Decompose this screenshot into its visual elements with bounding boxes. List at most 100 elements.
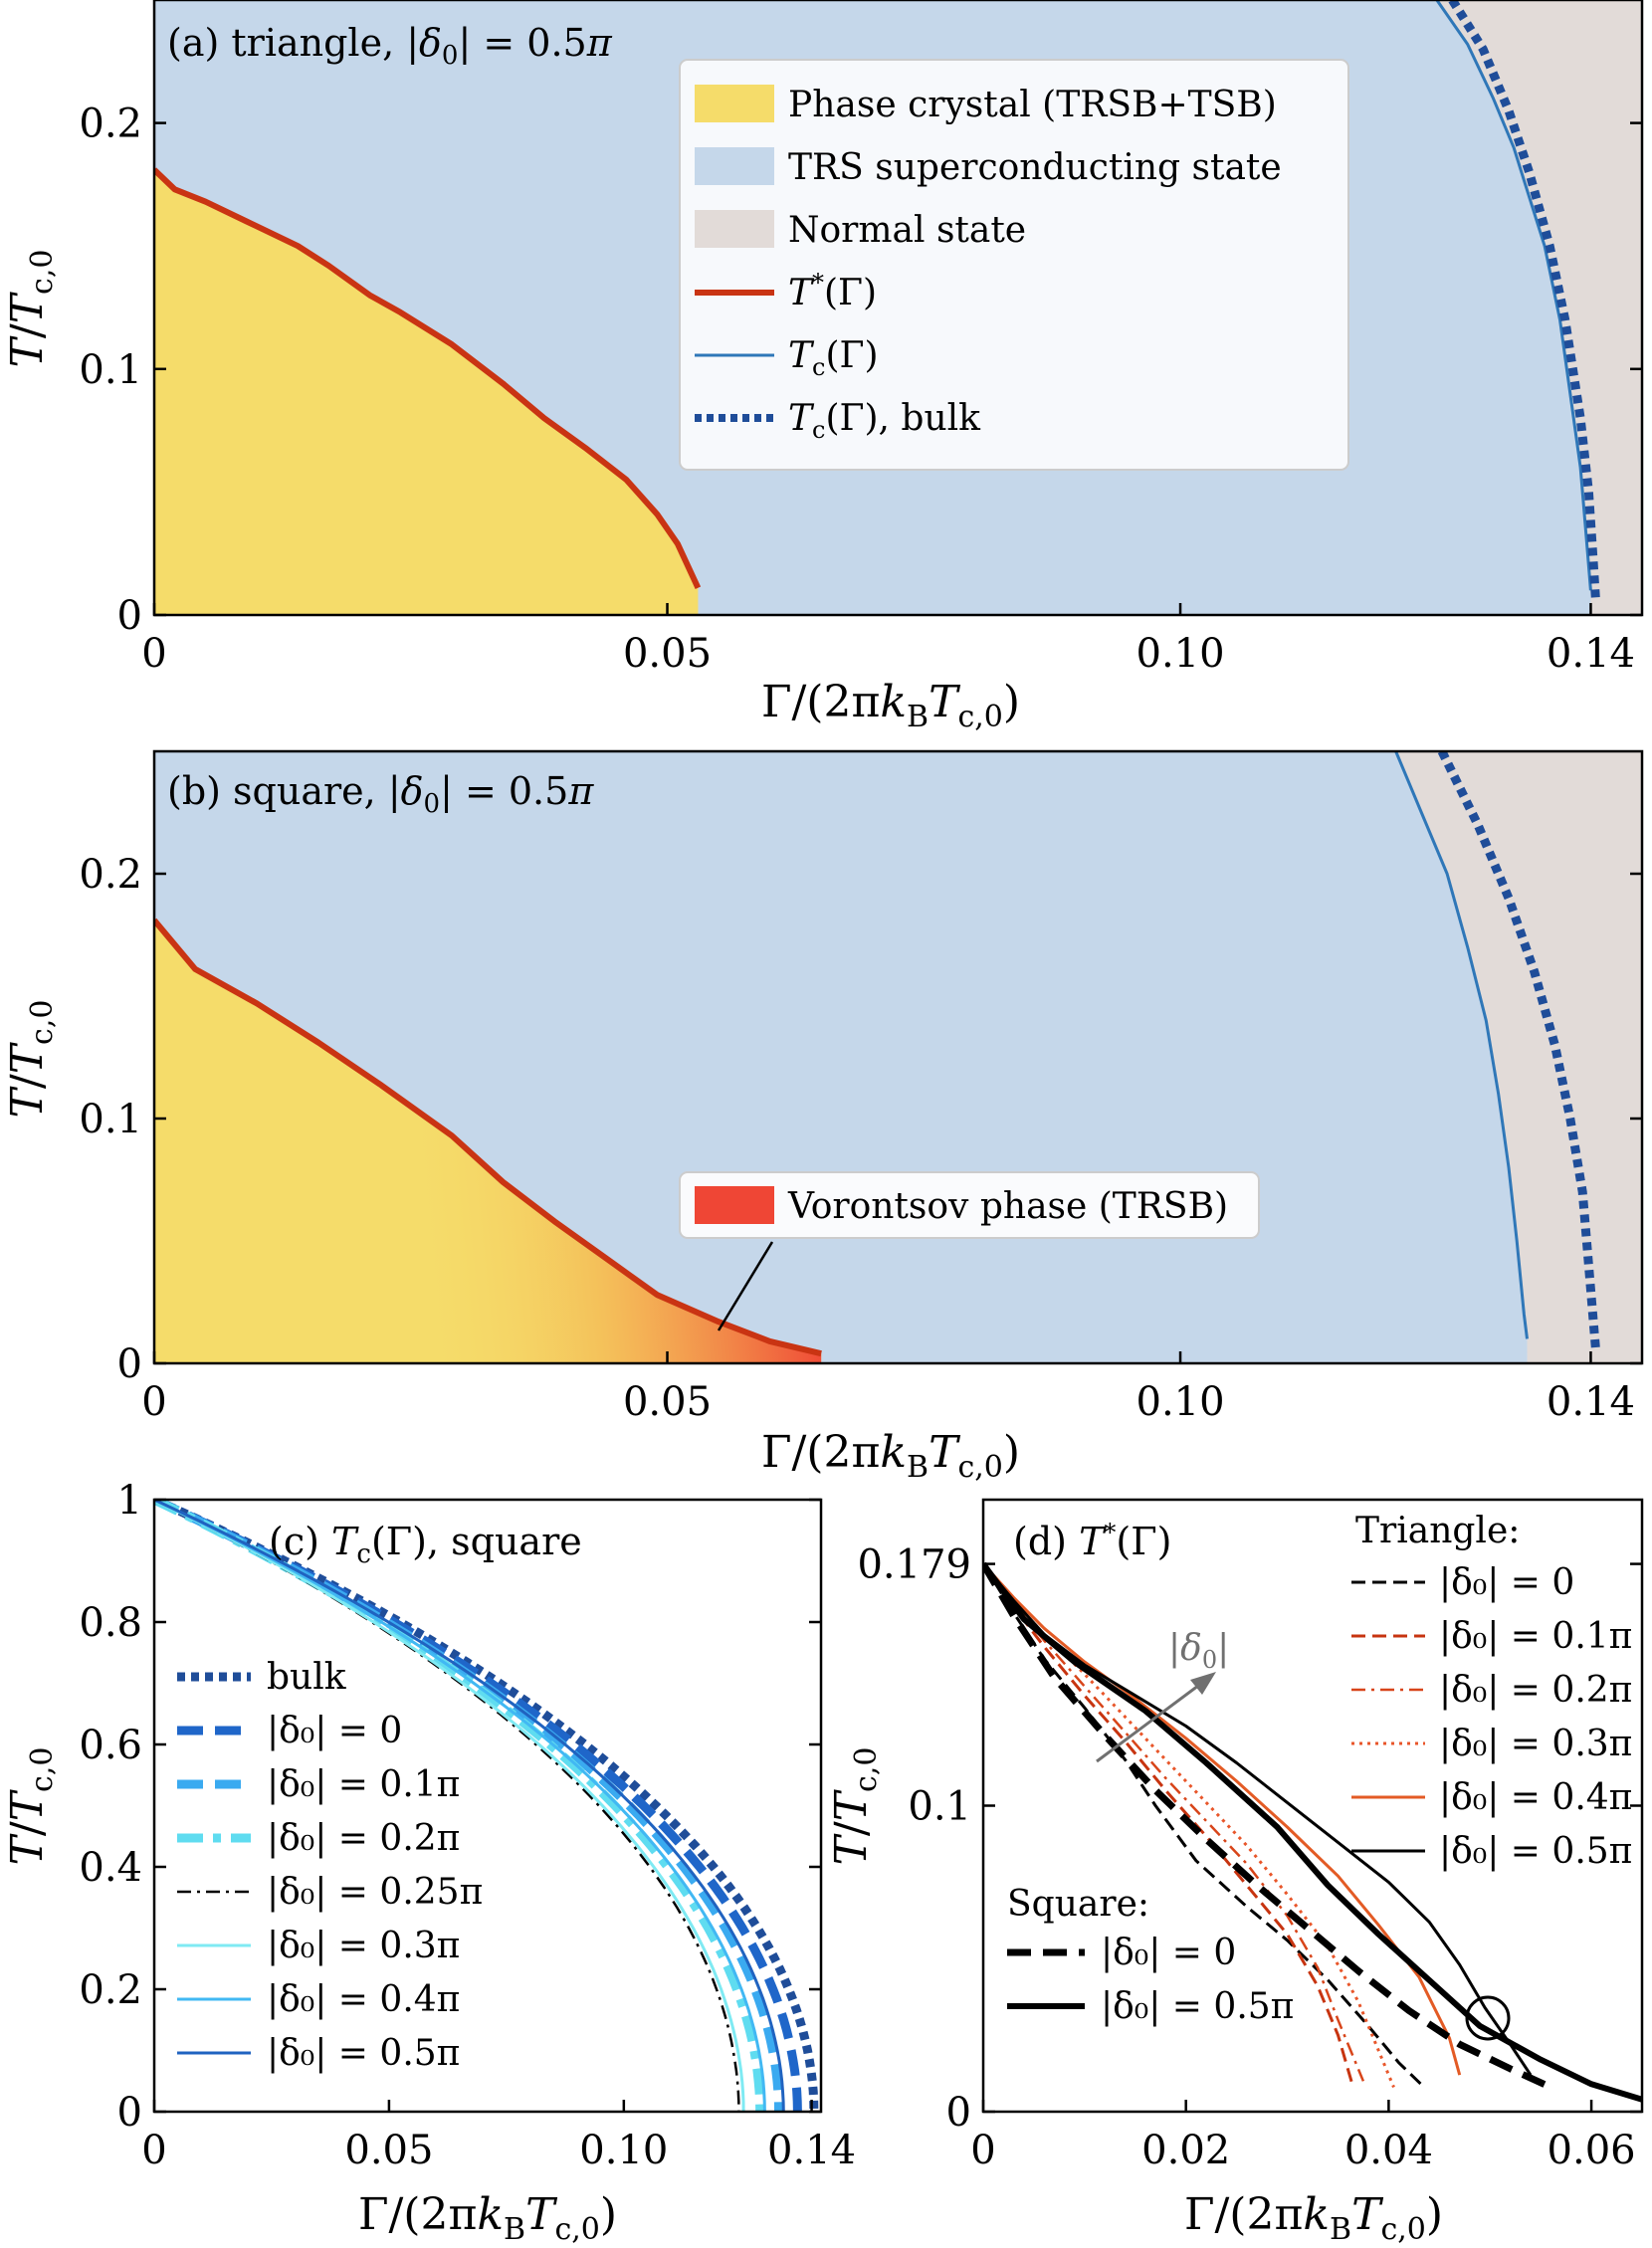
panel-d: 0 0.02 0.04 0.06 0 0.1 0.179 (d) T*(Γ) Triangl… — [826, 1498, 1644, 2247]
panel-b-xlabel: Γ/(2πkBTc,0) — [761, 1427, 1020, 1485]
legend-label-tc: Tc(Γ) — [788, 335, 879, 381]
panel-d-xlabel: Γ/(2πkBTc,0) — [1184, 2189, 1443, 2247]
x-tick-label: 0 — [141, 631, 166, 677]
y-tick-label: 0.1 — [79, 1097, 142, 1142]
vorontsov-pointer-line — [717, 1241, 774, 1331]
panel-d-plot-area — [983, 1500, 1642, 2112]
y-tick-label: 0 — [117, 1341, 142, 1387]
y-tick-label: 0.6 — [79, 1723, 142, 1768]
panel-d-frame — [981, 1498, 1644, 2114]
legend-header-triangle: Triangle: — [1355, 1511, 1520, 1551]
x-tick-label: 0 — [141, 1379, 166, 1425]
panel-b-legend: Vorontsov phase (TRSB) — [679, 1171, 1260, 1239]
x-tick-label: 0.06 — [1548, 2128, 1636, 2173]
legend-label-phase-crystal: Phase crystal (TRSB+TSB) — [788, 85, 1277, 125]
legend-label-tc-bulk: Tc(Γ), bulk — [788, 398, 981, 444]
legend-label: |δ₀| = 0.1π — [1439, 1616, 1632, 1657]
panel-b-tc-bulk-line — [1437, 751, 1601, 1352]
crossing-marker-circle — [1465, 1995, 1511, 2041]
tstar-curve — [983, 1562, 1355, 2088]
panel-a-xlabel: Γ/(2πkBTc,0) — [761, 677, 1020, 734]
x-tick-label: 0.10 — [1136, 1379, 1225, 1425]
legend-box — [679, 1171, 1260, 1239]
y-tick-label: 0.2 — [79, 1967, 142, 2013]
panel-a-legend: Phase crystal (TRSB+TSB) TRS superconduc… — [679, 59, 1349, 471]
panel-a-tstar-line — [154, 167, 702, 590]
x-tick-label: 0.14 — [767, 2128, 856, 2173]
x-tick-label: 0 — [141, 2128, 166, 2173]
x-tick-label: 0.05 — [623, 1379, 712, 1425]
legend-swatch-phase-crystal — [695, 85, 774, 122]
panel-a: 0 0.05 0.10 0.14 0 0.1 0.2 (a) triangle, |δ0| … — [2, 0, 1644, 734]
panel-b-ylabel: T/Tc,0 — [2, 1000, 60, 1119]
legend-label-vorontsov: Vorontsov phase (TRSB) — [787, 1186, 1228, 1227]
legend-label: |δ₀| = 0 — [1101, 1933, 1236, 1973]
y-tick-label: 0.1 — [79, 347, 142, 393]
panel-a-phase-crystal-region — [154, 169, 699, 615]
tstar-curve — [983, 1562, 1462, 2076]
tc-curve — [154, 1500, 785, 2112]
x-tick-label: 0.02 — [1141, 2128, 1230, 2173]
legend-label: |δ₀| = 0.4π — [267, 1979, 460, 2020]
legend-label-trs: TRS superconducting state — [788, 147, 1282, 188]
legend-header-square: Square: — [1007, 1884, 1149, 1925]
panel-b-tstar-line — [154, 918, 822, 1357]
x-tick-label: 0.10 — [579, 2128, 668, 2173]
x-tick-label: 0.05 — [344, 2128, 433, 2173]
legend-box — [679, 59, 1349, 471]
panel-c-plot-area — [154, 1500, 821, 2112]
panel-a-ylabel: T/Tc,0 — [2, 250, 60, 368]
legend-label: |δ₀| = 0.5π — [1101, 1986, 1294, 2027]
legend-label-tstar: T*(Γ) — [788, 269, 877, 313]
panel-b-tc-line — [1394, 751, 1529, 1339]
delta-arrowhead — [1190, 1672, 1216, 1695]
panel-c-lines — [154, 1500, 819, 2112]
panel-b-normal-region — [1395, 751, 1642, 1363]
tstar-curve — [983, 1561, 1642, 2103]
panel-d-ylabel: T/Tc,0 — [826, 1747, 884, 1866]
panel-d-title: (d) T*(Γ) — [1013, 1519, 1171, 1563]
panel-a-normal-region — [1436, 0, 1642, 615]
panel-a-frame — [152, 0, 1644, 617]
legend-label: |δ₀| = 0.3π — [267, 1926, 460, 1966]
tc-curve — [154, 1500, 745, 2112]
x-tick-label: 0.14 — [1547, 1379, 1635, 1425]
legend-label: |δ₀| = 0 — [267, 1711, 402, 1751]
delta-arrow — [1096, 1678, 1207, 1763]
legend-label-normal: Normal state — [788, 210, 1026, 251]
panel-c: 0 0.05 0.10 0.14 0 0.2 0.4 0.6 0.8 1 (c) Tc(Γ), s… — [2, 1478, 856, 2247]
panel-b: 0 0.05 0.10 0.14 0 0.1 0.2 (b) square, |δ0| = … — [2, 749, 1644, 1485]
legend-label: |δ₀| = 0.25π — [267, 1872, 483, 1913]
x-tick-label: 0 — [970, 2128, 995, 2173]
legend-label: |δ₀| = 0.1π — [267, 1764, 460, 1805]
legend-label: bulk — [267, 1657, 347, 1698]
panel-a-tc-line — [1435, 0, 1592, 591]
tstar-curve — [983, 1562, 1395, 2088]
delta-annotation: |δ0| — [1168, 1628, 1229, 1674]
y-tick-label: 0 — [117, 593, 142, 639]
y-tick-label: 0.8 — [79, 1600, 142, 1646]
panel-b-ticks: 0 0.05 0.10 0.14 0 0.1 0.2 — [79, 852, 1642, 1425]
x-tick-label: 0.14 — [1547, 631, 1635, 677]
panel-c-frame — [152, 1498, 823, 2114]
panel-c-xlabel: Γ/(2πkBTc,0) — [358, 2189, 617, 2247]
legend-label: |δ₀| = 0 — [1439, 1562, 1574, 1603]
y-tick-label: 0 — [117, 2090, 142, 2136]
legend-swatch-vorontsov — [695, 1186, 774, 1224]
legend-label: |δ₀| = 0.5π — [1439, 1831, 1632, 1872]
x-tick-label: 0.05 — [623, 631, 712, 677]
y-tick-label: 0.4 — [79, 1845, 142, 1891]
x-tick-label: 0.04 — [1344, 2128, 1433, 2173]
legend-label: |δ₀| = 0.2π — [1439, 1670, 1632, 1711]
panel-d-lines — [983, 1561, 1642, 2103]
legend-swatch-normal — [695, 210, 774, 248]
y-tick-label: 0 — [946, 2090, 971, 2136]
tstar-curve — [983, 1561, 1552, 2091]
legend-label: |δ₀| = 0.4π — [1439, 1777, 1632, 1818]
panel-d-legend: Triangle: |δ₀| = 0 |δ₀| = 0.1π |δ₀| = 0.2π |… — [1007, 1511, 1632, 2027]
y-tick-label: 1 — [117, 1478, 142, 1524]
legend-swatch-trs — [695, 147, 774, 185]
y-tick-label: 0.2 — [79, 102, 142, 147]
